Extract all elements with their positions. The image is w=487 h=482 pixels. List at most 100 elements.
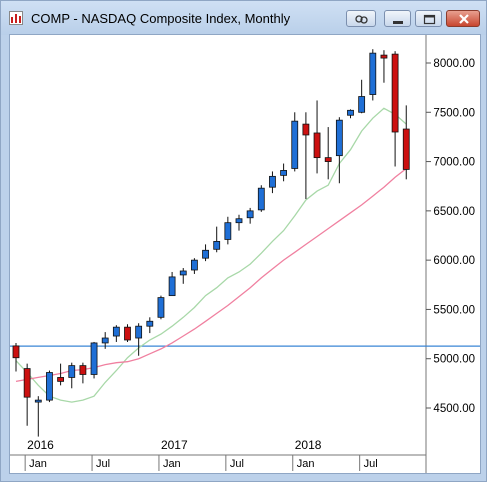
candle-body [402, 128, 410, 170]
candle-body [369, 52, 377, 95]
candle[interactable] [324, 127, 332, 180]
minimize-icon [393, 21, 403, 24]
link-button[interactable] [346, 10, 376, 27]
candle[interactable] [302, 112, 310, 200]
candle[interactable] [347, 109, 354, 119]
candle-body [68, 365, 76, 378]
candle[interactable] [179, 268, 187, 284]
candle-body [213, 241, 221, 250]
candle[interactable] [358, 79, 366, 114]
candle-body [391, 53, 399, 133]
x-month-label: Jan [297, 458, 315, 470]
candle[interactable] [391, 51, 399, 167]
candle-body [202, 249, 209, 259]
candle-body [34, 399, 42, 403]
close-button[interactable] [446, 10, 480, 27]
candle[interactable] [257, 185, 265, 212]
candle-body [269, 175, 276, 188]
candle-body [57, 377, 64, 382]
candle[interactable] [190, 258, 198, 274]
candle[interactable] [101, 332, 109, 349]
candle-body [46, 372, 53, 401]
candle[interactable] [90, 341, 98, 379]
candle-body [302, 123, 310, 136]
candle-body [280, 170, 288, 176]
chart-app-icon [9, 11, 23, 25]
close-icon [459, 14, 469, 24]
x-month-label: Jul [96, 458, 110, 470]
candle[interactable] [269, 171, 276, 194]
candle[interactable] [402, 105, 410, 180]
x-year-label: 2017 [161, 438, 188, 452]
x-month-label: Jul [230, 458, 244, 470]
y-tick-label: 4500.00 [433, 403, 475, 415]
link-icon [355, 15, 368, 24]
candle[interactable] [246, 207, 254, 224]
y-tick-label: 7500.00 [433, 107, 475, 119]
candle[interactable] [280, 163, 288, 182]
candle-body [291, 120, 299, 169]
candle[interactable] [235, 214, 243, 231]
y-tick-label: 8000.00 [433, 58, 475, 70]
candle[interactable] [380, 50, 388, 83]
candle[interactable] [57, 363, 64, 386]
candle-body [90, 342, 98, 375]
candle-body [101, 337, 109, 344]
candle[interactable] [291, 112, 299, 172]
candle[interactable] [124, 324, 131, 342]
candle[interactable] [12, 342, 20, 372]
x-month-label: Jan [163, 458, 181, 470]
x-month-label: Jul [364, 458, 378, 470]
y-tick-label: 6500.00 [433, 206, 475, 218]
candle[interactable] [202, 244, 209, 262]
moving-average-short-line[interactable] [15, 107, 407, 403]
candle-body [313, 132, 321, 159]
y-tick-label: 6000.00 [433, 255, 475, 267]
candle[interactable] [34, 396, 42, 437]
candle-body [179, 270, 187, 276]
minimize-button[interactable] [384, 10, 411, 27]
maximize-button[interactable] [415, 10, 442, 27]
candle-body [257, 187, 265, 211]
candle[interactable] [168, 271, 176, 297]
candle[interactable] [23, 363, 31, 426]
candle[interactable] [335, 117, 343, 184]
candle[interactable] [224, 216, 232, 245]
candle-body [135, 325, 143, 339]
candle-body [335, 119, 343, 157]
candle-body [157, 297, 165, 318]
candle[interactable] [46, 370, 53, 403]
y-tick-label: 5500.00 [433, 304, 475, 316]
candle-body [146, 320, 154, 327]
candle[interactable] [213, 226, 221, 253]
y-tick-label: 7000.00 [433, 157, 475, 169]
candle-body [246, 210, 254, 219]
title-bar[interactable]: COMP - NASDAQ Composite Index, Monthly [1, 1, 486, 35]
candle-body [79, 365, 87, 375]
candle[interactable] [369, 49, 377, 101]
candle-body [347, 109, 354, 116]
candlestick-chart[interactable]: 8000.00 7500.00 7000.00 6500.00 6000.00 5500.… [10, 35, 480, 473]
candle-body [235, 218, 243, 224]
candle-body [324, 157, 332, 162]
candle-body [168, 276, 176, 297]
candle-body [224, 222, 232, 240]
x-year-label: 2018 [295, 438, 322, 452]
y-tick-label: 5000.00 [433, 354, 475, 366]
candle[interactable] [68, 362, 76, 389]
candle[interactable] [112, 325, 120, 342]
candle-body [124, 326, 131, 341]
window-title: COMP - NASDAQ Composite Index, Monthly [31, 11, 291, 26]
candle[interactable] [79, 362, 87, 384]
candle[interactable] [135, 323, 143, 356]
candle[interactable] [146, 317, 154, 334]
candle-body [23, 368, 31, 398]
x-month-label: Jan [29, 458, 47, 470]
candle-body [380, 54, 388, 59]
chart-panel[interactable]: 8000.00 7500.00 7000.00 6500.00 6000.00 5500.… [9, 34, 481, 474]
candle[interactable] [313, 100, 321, 174]
x-year-label: 2016 [27, 438, 54, 452]
candle[interactable] [157, 295, 165, 320]
candle-body [190, 259, 198, 271]
